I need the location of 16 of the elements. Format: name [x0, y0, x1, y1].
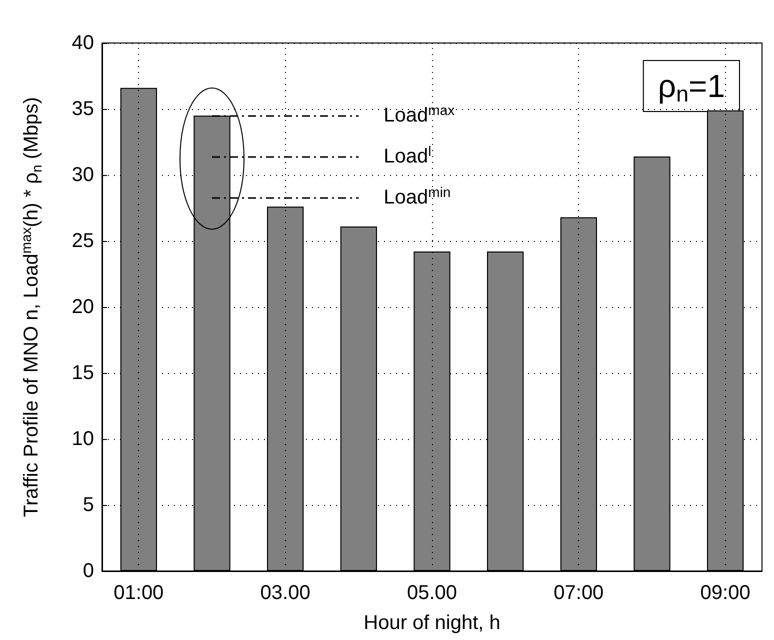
y-axis-title: Traffic Profile of MNO n, Loadmax(h) * ρn (Mbps)	[18, 96, 44, 518]
x-tick-label: 09:00	[700, 582, 750, 604]
y-tick-label: 15	[72, 362, 94, 384]
x-tick-label: 07:00	[554, 582, 604, 604]
y-tick-label: 35	[72, 98, 94, 120]
x-tick-label: 01:00	[114, 582, 164, 604]
y-tick-label: 25	[72, 230, 94, 252]
x-axis-title: Hour of night, h	[364, 612, 500, 634]
y-tick-label: 20	[72, 296, 94, 318]
y-tick-label: 0	[82, 560, 94, 582]
x-tick-label: 05.00	[406, 582, 458, 604]
y-tick-label: 10	[72, 428, 94, 450]
y-tick-label: 5	[82, 494, 94, 516]
y-tick-label: 40	[72, 32, 94, 54]
y-tick-label: 30	[72, 164, 94, 186]
x-tick-label: 03.00	[260, 582, 310, 604]
